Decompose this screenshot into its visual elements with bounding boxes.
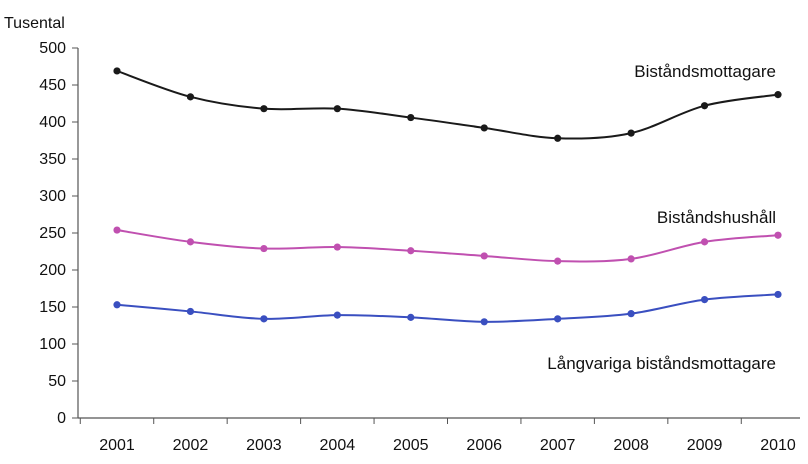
data-point bbox=[774, 231, 782, 239]
x-tick-label: 2007 bbox=[540, 437, 576, 454]
x-tick-label: 2001 bbox=[99, 437, 135, 454]
y-tick-label: 250 bbox=[39, 225, 66, 242]
y-tick-label: 200 bbox=[39, 262, 66, 279]
x-tick-label: 2003 bbox=[246, 437, 282, 454]
series-label: Biståndshushåll bbox=[657, 208, 776, 227]
x-tick-label: 2008 bbox=[613, 437, 649, 454]
x-tick-label: 2006 bbox=[466, 437, 502, 454]
data-point bbox=[113, 226, 121, 234]
y-tick-label: 100 bbox=[39, 336, 66, 353]
data-point bbox=[186, 93, 195, 101]
y-tick-label: 150 bbox=[39, 299, 66, 316]
series-label: Biståndsmottagare bbox=[634, 62, 776, 81]
data-point bbox=[333, 311, 341, 319]
y-tick-label: 50 bbox=[48, 373, 66, 390]
series-labels: Biståndsmottagare Biståndshushåll Långvari… bbox=[547, 62, 776, 373]
y-tick-label: 350 bbox=[39, 151, 66, 168]
series-line bbox=[116, 69, 779, 140]
data-point bbox=[407, 247, 415, 255]
data-point bbox=[554, 257, 562, 265]
data-point bbox=[186, 307, 195, 316]
y-tick-label: 500 bbox=[39, 40, 66, 57]
y-tick-label: 400 bbox=[39, 114, 66, 131]
data-point bbox=[407, 313, 415, 321]
data-point bbox=[113, 67, 121, 75]
x-axis-ticks: 2001 2002 2003 2004 2005 2006 2007 2008 2009 2010 bbox=[79, 418, 796, 454]
data-point bbox=[627, 310, 635, 318]
data-point bbox=[700, 102, 709, 110]
data-point bbox=[333, 105, 341, 113]
data-point bbox=[774, 290, 782, 299]
x-tick-label: 2005 bbox=[393, 437, 429, 454]
x-tick-label: 2009 bbox=[687, 437, 723, 454]
series-1 bbox=[113, 67, 782, 142]
data-point bbox=[554, 134, 562, 142]
y-axis-ticks: 0 50 100 150 200 250 300 350 400 450 500 bbox=[39, 40, 78, 427]
y-tick-label: 300 bbox=[39, 188, 66, 205]
series-line bbox=[116, 229, 779, 263]
series-label: Långvariga biståndsmottagare bbox=[547, 354, 776, 373]
y-tick-label: 0 bbox=[57, 410, 66, 427]
data-point bbox=[260, 315, 268, 323]
data-point bbox=[260, 105, 268, 113]
data-point bbox=[627, 255, 635, 263]
series-3 bbox=[113, 290, 782, 326]
series-2 bbox=[113, 226, 782, 265]
data-point bbox=[480, 252, 488, 260]
data-point bbox=[627, 129, 635, 137]
series-group bbox=[113, 67, 782, 326]
data-point bbox=[260, 244, 268, 253]
data-point bbox=[554, 315, 562, 323]
data-point bbox=[700, 296, 709, 304]
x-tick-label: 2002 bbox=[173, 437, 209, 454]
data-point bbox=[700, 238, 709, 246]
data-point bbox=[774, 91, 782, 99]
series-line bbox=[116, 293, 779, 323]
data-point bbox=[186, 238, 195, 246]
data-point bbox=[333, 243, 341, 251]
data-point bbox=[480, 124, 488, 132]
y-axis-label: Tusental bbox=[4, 15, 65, 32]
data-point bbox=[113, 301, 121, 309]
x-tick-label: 2010 bbox=[760, 437, 796, 454]
x-tick-label: 2004 bbox=[320, 437, 356, 454]
data-point bbox=[480, 318, 488, 326]
y-tick-label: 450 bbox=[39, 77, 66, 94]
data-point bbox=[407, 113, 415, 122]
